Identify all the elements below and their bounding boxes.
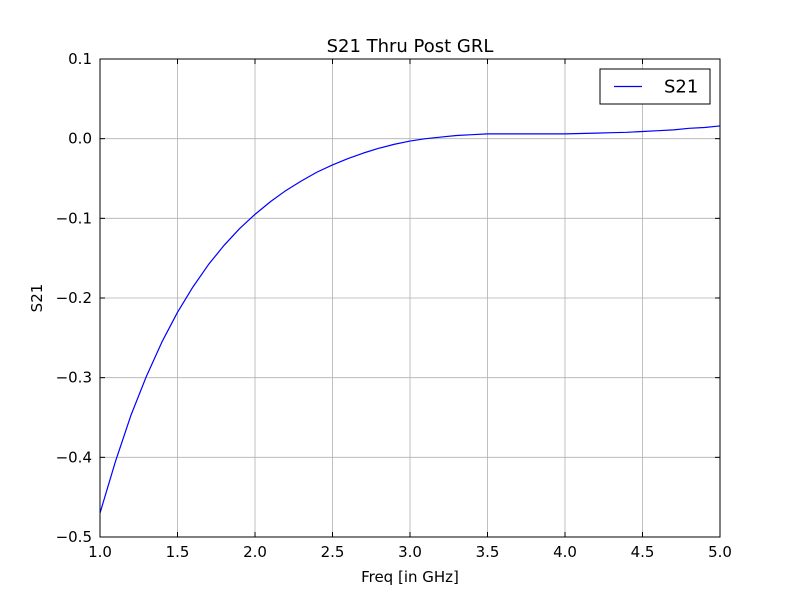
axis-ticks: 1.0 1.5 2.0 2.5 3.0 3.5 4.0 4.5 5.0 −0.5 −0.4 −0.3 −… <box>56 50 732 561</box>
y-tick-label: −0.1 <box>56 209 92 227</box>
y-tick-label: −0.2 <box>56 289 92 307</box>
y-tick-label: −0.5 <box>56 528 92 546</box>
x-tick-label: 1.0 <box>88 543 112 561</box>
legend: S21 <box>599 68 711 105</box>
legend-label-s21: S21 <box>664 77 698 98</box>
x-tick-label: 5.0 <box>708 543 732 561</box>
x-tick-label: 4.0 <box>553 543 577 561</box>
x-tick-label: 4.5 <box>631 543 655 561</box>
series-line-s21 <box>99 125 721 514</box>
series-layer <box>99 125 721 514</box>
x-tick-label: 2.5 <box>321 543 345 561</box>
y-tick-label: 0.1 <box>68 50 92 68</box>
x-axis-label: Freq [in GHz] <box>361 568 459 586</box>
x-tick-label: 3.0 <box>398 543 422 561</box>
y-tick-label: −0.4 <box>56 448 92 466</box>
x-tick-label: 3.5 <box>476 543 500 561</box>
y-axis-label: S21 <box>28 284 46 313</box>
chart-title: S21 Thru Post GRL <box>327 36 494 57</box>
x-tick-label: 1.5 <box>166 543 190 561</box>
x-tick-label: 2.0 <box>243 543 267 561</box>
y-tick-label: −0.3 <box>56 369 92 387</box>
y-tick-label: 0.0 <box>68 130 92 148</box>
